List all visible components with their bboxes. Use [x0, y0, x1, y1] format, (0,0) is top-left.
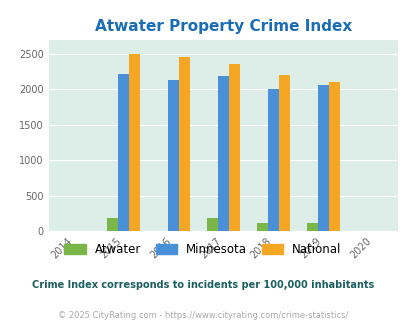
Bar — [317, 85, 328, 231]
Bar — [168, 80, 179, 231]
Bar — [107, 218, 118, 231]
Bar — [179, 57, 190, 231]
Bar — [217, 76, 228, 231]
Legend: Atwater, Minnesota, National: Atwater, Minnesota, National — [60, 239, 345, 261]
Bar — [328, 82, 339, 231]
Bar — [278, 75, 289, 231]
Bar — [129, 54, 140, 231]
Text: Crime Index corresponds to incidents per 100,000 inhabitants: Crime Index corresponds to incidents per… — [32, 280, 373, 290]
Text: © 2025 CityRating.com - https://www.cityrating.com/crime-statistics/: © 2025 CityRating.com - https://www.city… — [58, 311, 347, 320]
Bar — [267, 89, 278, 231]
Bar — [306, 223, 317, 231]
Title: Atwater Property Crime Index: Atwater Property Crime Index — [94, 19, 351, 34]
Bar — [118, 74, 129, 231]
Bar — [206, 218, 217, 231]
Bar — [228, 64, 239, 231]
Bar — [256, 223, 267, 231]
